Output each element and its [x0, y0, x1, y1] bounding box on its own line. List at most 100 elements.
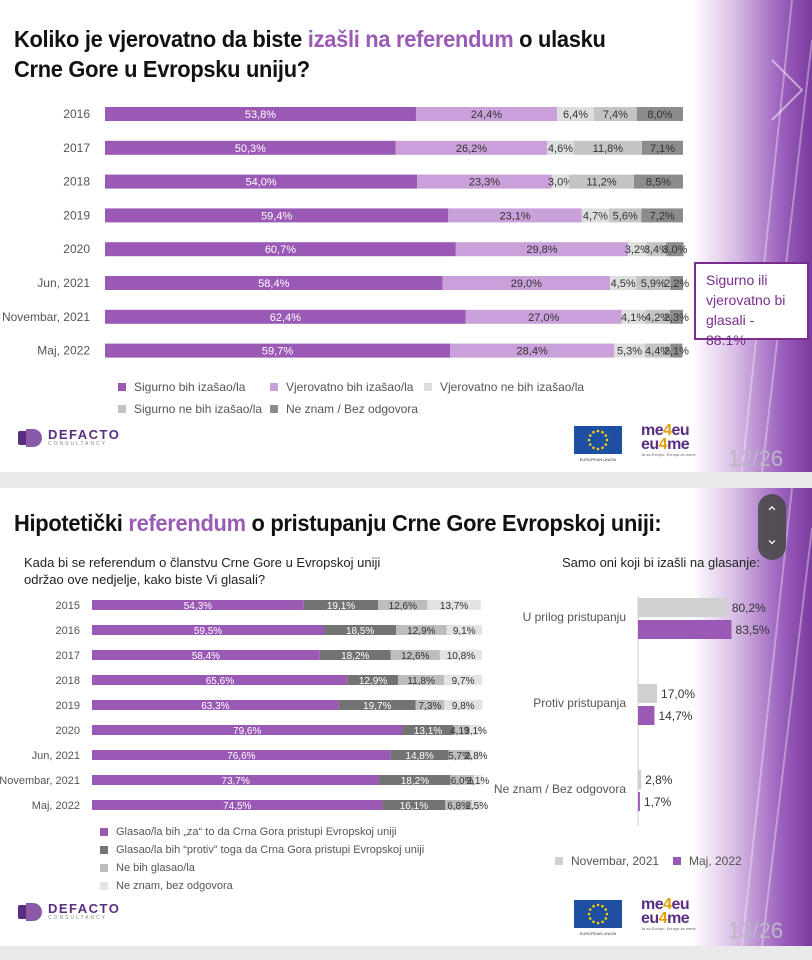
data-label: 3,0% [548, 177, 573, 189]
bar-segment [324, 625, 397, 635]
page-number: 13/26 [728, 918, 784, 943]
bar-segment [465, 309, 622, 324]
data-label: 2,8% [645, 773, 673, 787]
bar-segment [92, 600, 304, 610]
defacto-logo-icon [18, 429, 42, 447]
data-label: 5,7% [448, 751, 471, 762]
data-label: 4,2% [645, 312, 670, 324]
eu-star [604, 434, 608, 437]
voters-only-legend: Novembar, 2021 Maj, 2022 [555, 854, 755, 874]
question-line1: Kada bi se referendum o članstvu Crne Go… [24, 555, 381, 570]
bar-segment [621, 309, 646, 324]
category-label: 2016 [63, 107, 90, 121]
bar-segment [444, 700, 483, 710]
legend-label: Ne znam, bez odgovora [116, 880, 233, 892]
bar-segment [395, 140, 548, 155]
bar-segment [105, 276, 443, 290]
me4eu-tagline: Ja za Evropu, Evropa za mene [641, 452, 696, 457]
legend-label: Vjerovatno ne bih izašao/la [440, 380, 585, 394]
me4eu-tagline: Ja za Evropu, Evropa za mene [641, 926, 696, 931]
data-label: 6,0% [451, 776, 474, 787]
legend-item: Ne bih glasao/la [100, 862, 195, 874]
data-label: 2,5% [465, 801, 488, 812]
eu-star [587, 912, 591, 916]
defacto-logo-icon [18, 903, 42, 921]
eu-star [601, 904, 604, 908]
bar-segment [105, 208, 449, 223]
title-part: Hipotetički [14, 510, 129, 536]
bar-segment [473, 775, 482, 785]
legend-swatch [100, 882, 108, 890]
category-label: Jun, 2021 [32, 750, 80, 762]
bar-segment [338, 700, 416, 710]
scroll-up-icon[interactable]: ⌃ [765, 505, 779, 522]
data-label: 11,8% [593, 143, 624, 155]
legend-item: Glasao/la bih „za“ to da Crna Gora prist… [100, 826, 397, 838]
eu-star [601, 430, 604, 434]
bar-segment [390, 750, 449, 760]
turnout-callout: Sigurno ili vjerovatno bi glasali - 88.1… [694, 262, 809, 348]
bar-segment [636, 276, 671, 290]
bar-segment [92, 625, 325, 635]
legend-label: Glasao/la bih „za“ to da Crna Gora prist… [116, 826, 397, 838]
legend-swatch [100, 864, 108, 872]
legend-swatch [270, 405, 278, 413]
data-label: 3,4% [644, 244, 669, 256]
data-label: 18,2% [341, 651, 369, 662]
category-label: 2019 [63, 208, 90, 222]
data-label: 83,5% [736, 623, 770, 637]
slide-referendum: Hipotetički referendum o pristupanju Crn… [0, 488, 812, 946]
turnout-legend: Sigurno bih izašao/la Vjerovatno bih izaš… [118, 380, 678, 420]
bar-segment [609, 208, 642, 223]
bar-segment [547, 140, 574, 155]
data-label: 4,1% [450, 726, 473, 737]
eu-caption: EUROPEAN UNION [579, 931, 617, 936]
bar-segment [347, 675, 399, 685]
data-label: 23,1% [499, 210, 530, 222]
data-label: 9,8% [452, 701, 475, 712]
bar-segment [448, 208, 582, 223]
data-label: 12,6% [389, 601, 417, 612]
defacto-name: DEFACTO [48, 427, 121, 442]
data-label: 63,3% [201, 701, 229, 712]
me4eu-line1: me4eu [641, 422, 690, 439]
turnout-stacked-bar-chart: 2016 53,8% 24,4% 6,4% 7,4% 8,0% 2017 50,3% 26,2%… [2, 107, 689, 358]
eu-star [587, 438, 591, 442]
data-label: 4,4% [645, 346, 670, 358]
bar-segment [92, 800, 383, 810]
data-label: 16,1% [400, 801, 428, 812]
scroll-control[interactable]: ⌃ ⌄ [758, 494, 786, 560]
bar-segment [92, 775, 380, 785]
data-label: 59,5% [194, 626, 222, 637]
legend-item: Sigurno ne bih izašao/la [118, 402, 262, 416]
category-label: 2018 [56, 675, 80, 687]
me4eu-line2: eu4me [641, 436, 690, 453]
data-label: 2,1% [664, 346, 689, 358]
data-label: 6,4% [563, 109, 588, 121]
data-label: 18,5% [346, 626, 374, 637]
category-label: 2018 [63, 175, 90, 189]
bar-segment [446, 625, 482, 635]
bar [638, 598, 728, 617]
bar [638, 770, 642, 789]
defacto-logo: DEFACTO CONSULTANCY [18, 902, 120, 922]
legend-item: Maj, 2022 [673, 854, 742, 868]
scroll-down-icon[interactable]: ⌄ [765, 531, 779, 548]
legend-swatch [673, 857, 681, 865]
bar-segment [581, 208, 610, 223]
bar-segment [444, 675, 482, 685]
bar-segment [378, 600, 428, 610]
data-label: 5,3% [617, 346, 642, 358]
defacto-name: DEFACTO [48, 901, 121, 916]
data-label: 11,8% [407, 676, 435, 687]
data-label: 4,6% [548, 143, 573, 155]
data-label: 7,4% [603, 109, 628, 121]
data-label: 3,2% [625, 244, 650, 256]
category-label: Novembar, 2021 [0, 775, 80, 787]
eu-star [601, 920, 604, 924]
data-label: 2,1% [467, 776, 490, 787]
legend-swatch [270, 383, 278, 391]
data-label: 59,4% [261, 210, 292, 222]
title-part: o pristupanju Crne Gore Evropskoj uniji: [245, 510, 662, 536]
bar-segment [448, 750, 471, 760]
